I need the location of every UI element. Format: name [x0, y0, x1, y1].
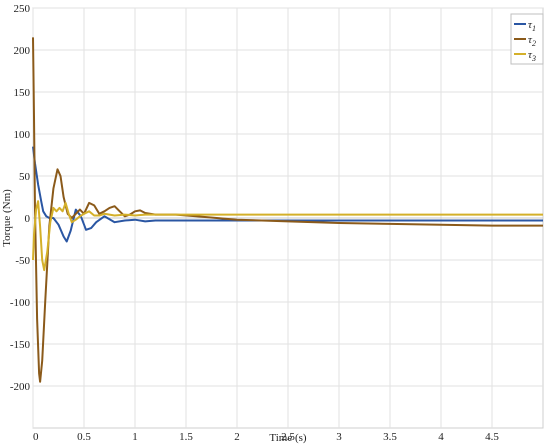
series-line-tau3 — [32, 200, 543, 272]
y-tick-label: -100 — [10, 297, 31, 309]
series-line-tau2 — [32, 37, 543, 383]
x-tick-label: 0 — [33, 431, 39, 443]
y-tick-label: 250 — [14, 3, 31, 15]
x-tick-label: 0.5 — [77, 431, 91, 443]
legend-label-tau2: τ2 — [528, 34, 536, 48]
legend-label-tau1: τ1 — [528, 19, 536, 33]
x-tick-labels: 0 0.5 1 1.5 2 2.5 3 3.5 4 4.5 — [33, 431, 499, 443]
y-axis-label: Torque (Nm) — [1, 189, 13, 247]
y-tick-label: 50 — [19, 171, 31, 183]
y-tick-label: 0 — [25, 213, 31, 225]
legend-label-tau3: τ3 — [528, 49, 536, 63]
y-tick-label: 150 — [14, 87, 31, 99]
x-tick-label: 1 — [132, 431, 138, 443]
y-tick-labels: -200 -150 -100 -50 0 50 100 150 200 250 — [10, 3, 31, 393]
y-tick-label: 100 — [14, 129, 31, 141]
x-tick-label: 3.5 — [383, 431, 397, 443]
y-tick-label: -50 — [15, 255, 30, 267]
y-tick-label: -150 — [10, 339, 31, 351]
y-tick-label: 200 — [14, 45, 31, 57]
x-axis-label: Time (s) — [269, 432, 307, 444]
x-tick-label: 1.5 — [179, 431, 193, 443]
x-tick-label: 2.5 — [281, 431, 295, 443]
x-tick-label: 2 — [234, 431, 240, 443]
x-tick-label: 4.5 — [485, 431, 499, 443]
y-tick-label: -200 — [10, 381, 31, 393]
series-lines — [32, 37, 543, 383]
x-tick-label: 4 — [438, 431, 444, 443]
x-tick-label: 3 — [336, 431, 342, 443]
